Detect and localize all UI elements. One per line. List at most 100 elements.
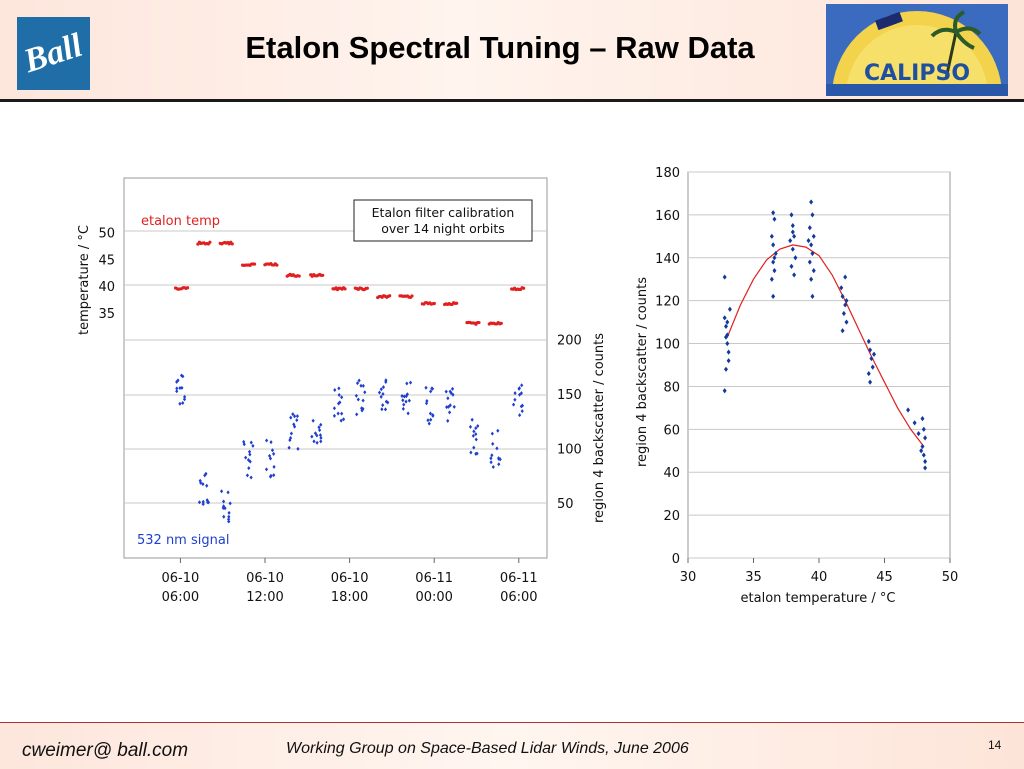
signal-point: [222, 514, 226, 519]
signal-point: [491, 464, 495, 469]
signal-point: [468, 424, 473, 429]
signal-point: [310, 434, 314, 439]
scatter-point: [772, 216, 777, 222]
signal-point: [380, 407, 384, 412]
signal-point: [269, 440, 273, 445]
right-chart-y-tick-label: 80: [663, 380, 680, 395]
signal-point: [359, 383, 363, 388]
signal-point: [315, 440, 319, 445]
signal-point: [430, 386, 434, 391]
left-y-tick-label: 40: [98, 280, 115, 295]
signal-point: [291, 412, 295, 417]
right-plot-area: [687, 171, 951, 559]
signal-point: [247, 449, 252, 454]
signal-point: [446, 396, 450, 401]
signal-point: [312, 439, 316, 444]
signal-point: [495, 446, 499, 451]
signal-point: [287, 445, 291, 450]
signal-point: [518, 413, 522, 418]
signal-point: [288, 438, 292, 443]
signal-point: [317, 428, 322, 433]
signal-point: [251, 443, 255, 448]
signal-point: [379, 387, 383, 392]
scatter-point: [722, 274, 727, 280]
signal-point: [407, 398, 411, 403]
right-chart-x-tick-label: 45: [876, 570, 893, 585]
signal-point: [336, 411, 340, 416]
scatter-point: [723, 366, 728, 372]
signal-point: [249, 440, 253, 445]
signal-point: [341, 417, 346, 422]
annotation-box: [353, 199, 533, 242]
right-chart-y-tick-label: 140: [655, 252, 680, 267]
signal-point: [332, 413, 337, 418]
signal-point: [292, 414, 297, 419]
signal-point: [203, 473, 207, 478]
scatter-point: [811, 233, 816, 239]
scatter-point: [811, 268, 816, 274]
signal-point: [205, 483, 209, 488]
signal-point: [205, 498, 209, 503]
signal-point: [295, 418, 299, 423]
scatter-point: [920, 443, 925, 450]
signal-point: [377, 390, 382, 395]
signal-point: [497, 456, 501, 461]
right-grid: [688, 171, 950, 559]
signal-point: [197, 500, 202, 505]
scatter-point: [810, 293, 815, 299]
signal-point: [223, 506, 227, 511]
signal-point: [226, 517, 231, 522]
signal-point: [400, 393, 404, 398]
right-y-tick-label: 200: [557, 334, 582, 349]
signal-point: [425, 399, 429, 404]
signal-point: [201, 502, 205, 507]
scatter-point: [869, 355, 874, 362]
scatter-point: [790, 246, 795, 252]
signal-point: [246, 458, 251, 463]
page-title: Etalon Spectral Tuning – Raw Data: [245, 30, 755, 65]
scatter-point: [840, 328, 845, 334]
signal-point: [496, 428, 500, 433]
temp-point: [343, 287, 347, 291]
left-x-tick-label-date: 06-11: [415, 571, 453, 586]
left-x-tick-label-time: 06:00: [162, 590, 199, 605]
signal-point: [315, 433, 319, 438]
right-chart-y-axis-label: region 4 backscatter / counts: [635, 277, 650, 467]
signal-point: [476, 423, 480, 428]
signal-point: [405, 392, 409, 397]
signal-point: [272, 451, 276, 456]
signal-point: [221, 499, 226, 504]
scatter-point: [866, 338, 871, 345]
right-chart-y-tick-label: 20: [663, 509, 680, 524]
header-divider: [0, 99, 1024, 102]
footer-email: cweimer@ ball.com: [22, 740, 189, 761]
signal-point: [227, 510, 231, 515]
scatter-point: [921, 452, 926, 458]
signal-point: [490, 453, 494, 458]
scatter-point: [906, 407, 911, 413]
scatter-point: [916, 431, 921, 437]
signal-point: [249, 475, 253, 480]
signal-point: [450, 386, 455, 391]
signal-point: [446, 418, 450, 423]
chart-canvas: 06-10 06:00 06-10 12:00 06-10 18:00 06-11 00:00…: [77, 166, 958, 606]
signal-point: [361, 383, 365, 388]
signal-point: [175, 386, 179, 391]
left-tick-labels: 06-10 06:00 06-10 12:00 06-10 18:00 06-11 00:00…: [98, 227, 581, 606]
temp-point: [252, 262, 257, 266]
signal-point: [201, 482, 205, 487]
signal-point: [471, 433, 475, 438]
temp-point: [208, 240, 212, 244]
signal-point: [383, 407, 388, 412]
signal-point: [511, 402, 516, 407]
signal-point: [182, 397, 187, 402]
right-y-tick-label: 50: [557, 497, 574, 512]
scatter-point: [868, 379, 873, 385]
signal-point: [424, 401, 429, 406]
signal-point: [319, 435, 323, 440]
right-y-tick-label: 100: [557, 443, 582, 458]
left-x-tick-label-time: 18:00: [331, 590, 368, 605]
signal-point: [319, 439, 323, 444]
signal-point: [227, 514, 231, 519]
scatter-point: [723, 334, 728, 340]
